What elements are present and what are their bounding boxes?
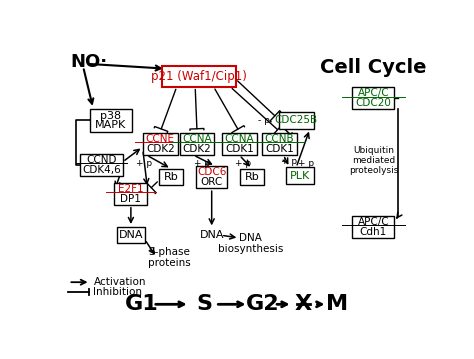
Text: CDK2: CDK2: [146, 144, 174, 154]
Text: + p: + p: [281, 158, 297, 167]
Text: Ubiquitin
mediated
proteolysis: Ubiquitin mediated proteolysis: [349, 146, 398, 176]
Text: CDC20: CDC20: [356, 98, 391, 108]
FancyBboxPatch shape: [143, 133, 178, 155]
Text: Rb: Rb: [245, 172, 259, 182]
Text: G1: G1: [125, 294, 159, 314]
Text: DNA: DNA: [200, 230, 224, 240]
FancyBboxPatch shape: [117, 227, 145, 243]
FancyBboxPatch shape: [240, 169, 264, 186]
FancyBboxPatch shape: [286, 167, 314, 184]
Text: Cdh1: Cdh1: [360, 227, 387, 237]
Text: APC/C: APC/C: [357, 217, 389, 227]
Text: CDC25B: CDC25B: [274, 116, 318, 126]
FancyBboxPatch shape: [352, 87, 394, 109]
Text: CDC6: CDC6: [197, 167, 227, 177]
Text: p21 (Waf1/Cip1): p21 (Waf1/Cip1): [151, 70, 247, 83]
Text: DNA: DNA: [118, 230, 143, 240]
Text: M: M: [326, 294, 347, 314]
Text: S-phase
proteins: S-phase proteins: [148, 247, 191, 268]
Text: E2F1: E2F1: [118, 184, 144, 194]
FancyBboxPatch shape: [196, 166, 228, 188]
Text: DNA
biosynthesis: DNA biosynthesis: [218, 233, 283, 254]
Text: + p: + p: [194, 159, 210, 168]
Text: MAPK: MAPK: [95, 121, 126, 130]
Text: CCNB: CCNB: [265, 134, 294, 144]
FancyBboxPatch shape: [222, 133, 257, 155]
Text: Cell Cycle: Cell Cycle: [320, 59, 427, 78]
Text: CDK1: CDK1: [265, 144, 294, 154]
Text: DP1: DP1: [120, 194, 141, 204]
Text: + p: + p: [299, 159, 315, 168]
Text: G2: G2: [246, 294, 280, 314]
Text: Rb: Rb: [164, 172, 179, 182]
Text: CCNA: CCNA: [182, 134, 212, 144]
Text: NO·: NO·: [70, 53, 108, 71]
Text: CDK2: CDK2: [182, 144, 211, 154]
Text: CCNA: CCNA: [225, 134, 254, 144]
FancyBboxPatch shape: [180, 133, 214, 155]
Text: CDK4,6: CDK4,6: [82, 165, 121, 175]
FancyBboxPatch shape: [159, 169, 183, 186]
FancyBboxPatch shape: [262, 133, 297, 155]
Text: S: S: [196, 294, 212, 314]
FancyBboxPatch shape: [90, 109, 132, 132]
Text: p38: p38: [100, 111, 121, 121]
Text: Inhibition: Inhibition: [93, 287, 142, 297]
FancyBboxPatch shape: [162, 66, 236, 87]
Text: Activation: Activation: [94, 277, 146, 287]
FancyBboxPatch shape: [114, 183, 147, 205]
Text: PLK: PLK: [290, 171, 310, 181]
Text: CCND: CCND: [86, 155, 117, 165]
FancyBboxPatch shape: [81, 154, 123, 176]
FancyBboxPatch shape: [279, 112, 314, 129]
FancyBboxPatch shape: [352, 216, 394, 238]
Text: CCNE: CCNE: [146, 134, 175, 144]
Text: APC/C: APC/C: [357, 88, 389, 98]
Text: X: X: [295, 294, 312, 314]
Text: ORC: ORC: [201, 177, 223, 187]
Text: - p: - p: [258, 116, 270, 125]
Text: + p: + p: [136, 159, 152, 168]
Text: CDK1: CDK1: [225, 144, 254, 154]
Text: + p: + p: [235, 159, 251, 168]
